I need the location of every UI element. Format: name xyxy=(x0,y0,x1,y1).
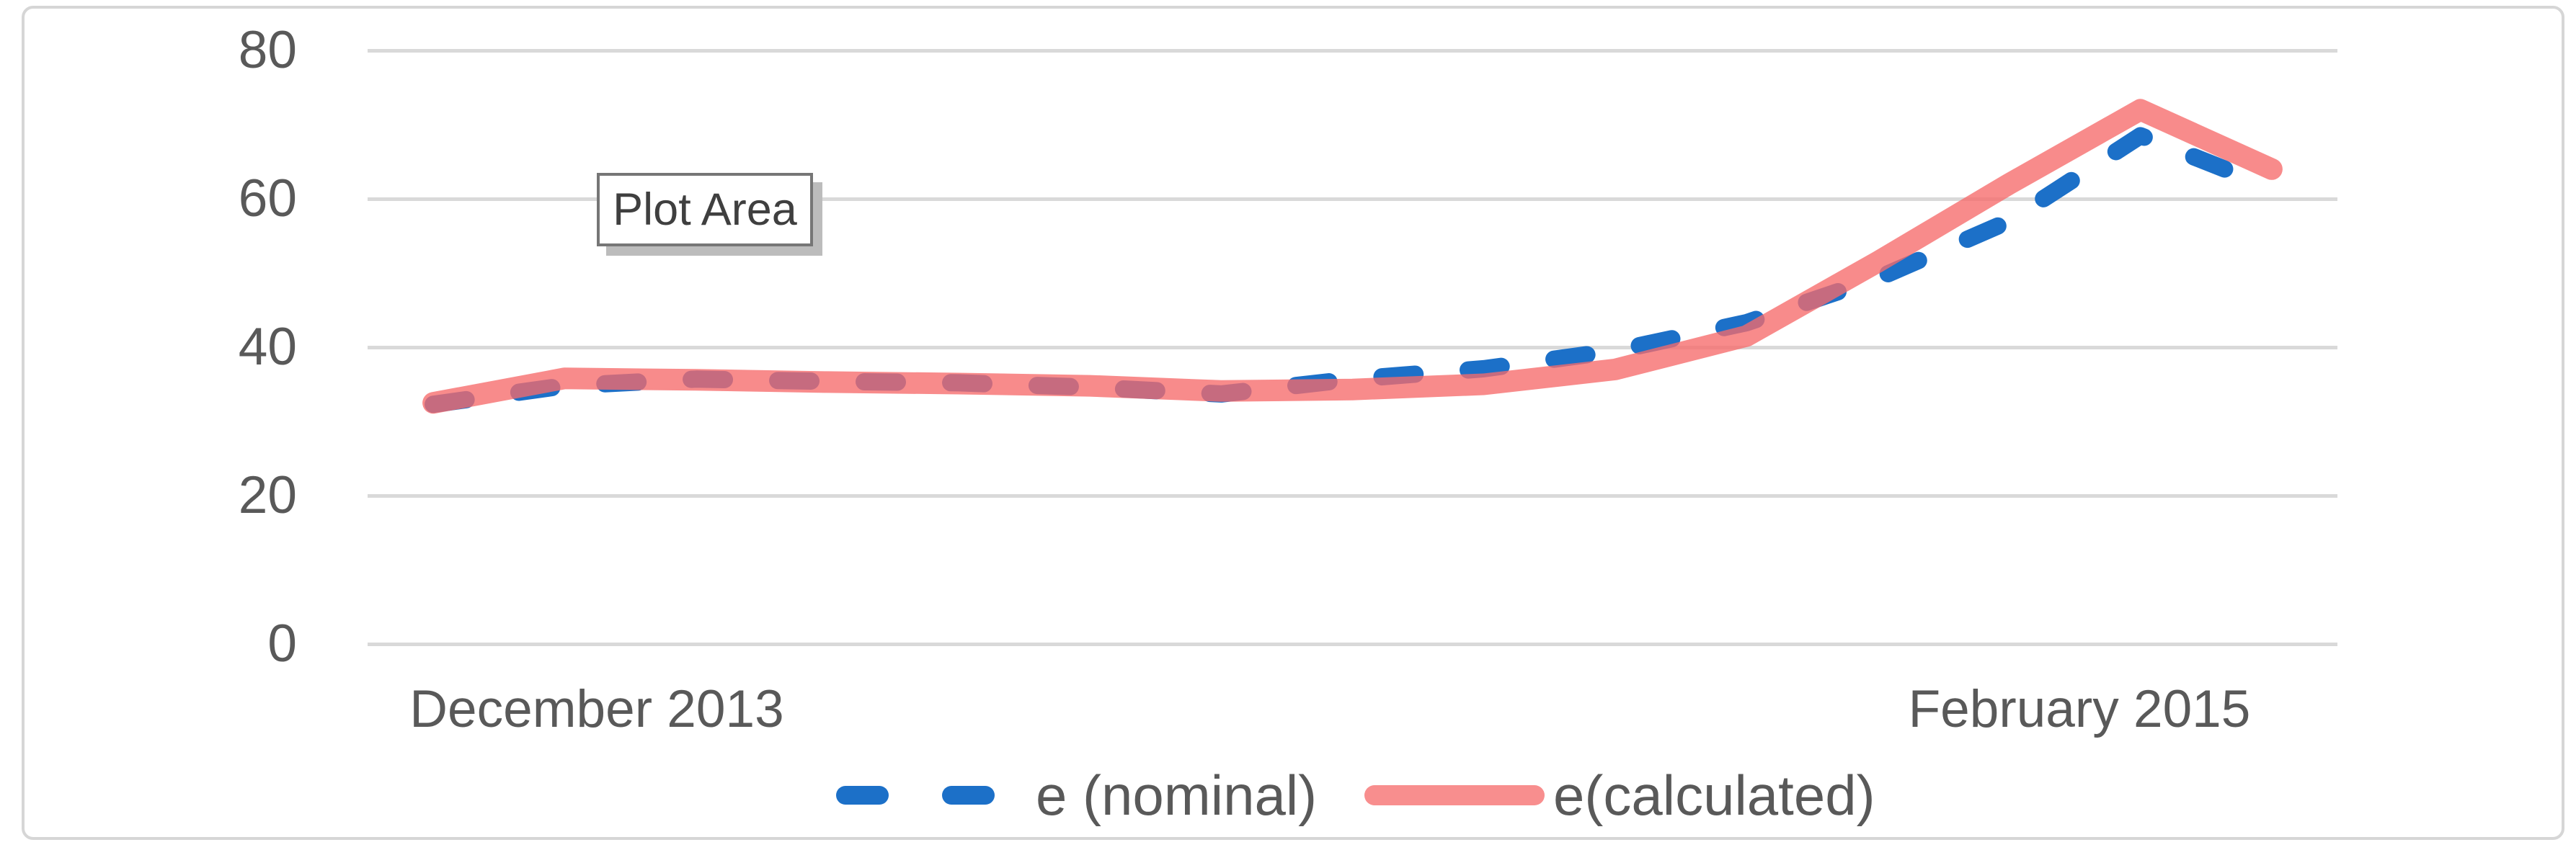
gridline-80 xyxy=(368,49,2337,53)
legend-item-e-nominal[interactable]: e (nominal) xyxy=(1036,764,1318,827)
legend-item-e-calculated[interactable]: e(calculated) xyxy=(1553,764,1875,827)
gridline-20 xyxy=(368,494,2337,498)
gridline-60 xyxy=(368,197,2337,201)
series-e-nominal-line[interactable] xyxy=(425,127,2280,413)
gridline-0 xyxy=(368,643,2337,646)
y-axis-tick-label: 0 xyxy=(267,614,297,673)
legend-dash-swatch[interactable] xyxy=(942,786,995,805)
x-axis-label-february-2015: February 2015 xyxy=(1908,680,2251,738)
x-axis-label-december-2013: December 2013 xyxy=(409,680,784,738)
y-axis-tick-label: 60 xyxy=(238,169,297,228)
y-axis-tick-label: 40 xyxy=(238,318,297,376)
legend-dash-swatch[interactable] xyxy=(836,786,889,805)
y-axis-tick-label: 80 xyxy=(238,21,297,79)
y-axis-tick-label: 20 xyxy=(238,466,297,524)
plot-area-tooltip: Plot Area xyxy=(597,173,813,246)
gridline-40 xyxy=(368,346,2337,349)
legend-solid-swatch[interactable] xyxy=(1364,785,1545,805)
series-e-calculated-line[interactable] xyxy=(422,99,2283,414)
